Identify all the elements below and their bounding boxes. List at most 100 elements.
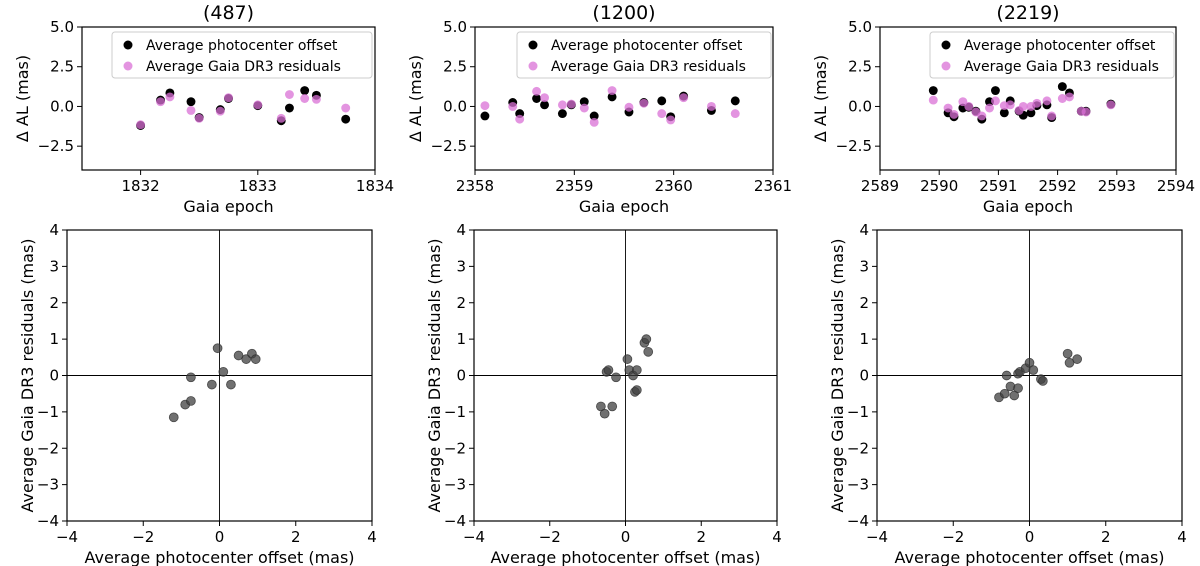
y-tick-label: −2 (444, 439, 466, 457)
x-tick-label: 2591 (979, 177, 1017, 195)
series-secondary (928, 92, 1116, 121)
data-point (207, 379, 217, 390)
data-point (1081, 107, 1091, 117)
data-point (156, 97, 165, 107)
data-point (1005, 100, 1015, 110)
chart-title: (2219) (996, 2, 1059, 24)
data-point (311, 94, 321, 104)
x-tick-label: 0 (621, 528, 631, 546)
x-tick-label: 2358 (456, 177, 494, 195)
y-tick-label: −4 (444, 512, 466, 530)
data-point (1057, 94, 1067, 103)
x-tick-label: 2594 (1157, 177, 1195, 195)
y-tick-label: −2.5 (431, 137, 467, 155)
x-tick-label: −2 (539, 528, 561, 546)
data-point (599, 408, 610, 419)
legend-marker (941, 61, 951, 71)
chart-title: (1200) (592, 2, 655, 24)
legend-marker (528, 40, 538, 50)
data-point (532, 86, 542, 96)
legend: Average photocenter offset Average Gaia D… (929, 31, 1175, 79)
data-point (284, 90, 294, 99)
series-primary (596, 334, 654, 419)
x-axis-label: Average photocenter offset (mas) (490, 548, 760, 566)
legend: Average photocenter offset Average Gaia D… (516, 31, 772, 79)
x-tick-label: 0 (215, 528, 225, 546)
data-point (999, 388, 1010, 399)
data-point (985, 103, 994, 113)
y-axis-label: Average Gaia DR3 residuals (mas) (828, 238, 847, 512)
y-axis-label: Δ AL (mas) (406, 55, 425, 142)
data-point (990, 86, 1000, 96)
y-tick-label: −1 (444, 403, 466, 421)
data-point (632, 365, 642, 375)
x-tick-label: 4 (367, 528, 377, 546)
data-point (1026, 108, 1036, 118)
x-tick-label: 2359 (555, 177, 593, 195)
x-tick-label: 2 (291, 528, 301, 546)
legend-label: Average Gaia DR3 residuals (146, 59, 341, 75)
y-tick-label: −4 (37, 512, 59, 530)
y-tick-label: 0 (456, 367, 466, 385)
data-point (186, 97, 196, 107)
legend-marker (528, 61, 538, 71)
x-axis-label: Average photocenter offset (mas) (894, 548, 1164, 566)
y-tick-label: −1 (37, 403, 59, 421)
x-tick-label: −2 (132, 528, 154, 546)
data-point (168, 412, 179, 423)
data-point (643, 347, 654, 357)
y-tick-label: 2 (456, 294, 466, 312)
data-point (341, 103, 351, 113)
data-point (284, 103, 294, 113)
data-point (1072, 354, 1083, 364)
legend-frame (929, 31, 1175, 79)
data-point (611, 372, 621, 383)
x-tick-label: −2 (942, 528, 964, 546)
data-point (1018, 101, 1028, 111)
x-tick-label: 0 (1025, 528, 1035, 546)
legend-label: Average photocenter offset (146, 38, 338, 54)
data-point (253, 100, 263, 110)
data-point (990, 96, 1000, 106)
data-point (557, 109, 567, 119)
data-point (480, 101, 490, 111)
data-point (194, 113, 204, 123)
data-point (540, 100, 549, 110)
chart-title: (487) (203, 2, 254, 24)
data-point (1037, 376, 1048, 386)
y-tick-label: 5.0 (50, 18, 74, 36)
data-point (186, 396, 196, 406)
data-point (632, 385, 642, 395)
y-tick-label: 2.5 (50, 58, 74, 76)
data-point (579, 97, 589, 107)
series-primary (136, 86, 351, 130)
y-tick-label: 1 (49, 330, 59, 348)
x-tick-label: 4 (1177, 528, 1187, 546)
y-tick-label: −1 (847, 403, 869, 421)
series-primary (168, 343, 261, 423)
y-axis-label: Δ AL (mas) (13, 55, 32, 142)
x-tick-label: −4 (866, 528, 888, 546)
data-point (186, 105, 196, 115)
y-tick-label: 2.5 (443, 58, 467, 76)
y-tick-label: −3 (444, 476, 466, 494)
legend-marker (123, 61, 133, 71)
data-point (226, 379, 236, 390)
data-point (706, 101, 716, 111)
legend-frame (111, 31, 373, 79)
legend-marker (123, 40, 133, 50)
data-point (949, 109, 959, 119)
data-point (1062, 348, 1073, 359)
y-tick-label: 0 (859, 367, 869, 385)
data-point (566, 99, 576, 109)
data-point (1001, 370, 1012, 381)
data-point (928, 86, 938, 96)
legend-label: Average Gaia DR3 residuals (551, 59, 746, 75)
data-point (250, 354, 261, 364)
data-point (579, 103, 589, 113)
panel-top-middle: 2358 2359 2360 2361 −2.5 0.0 2.5 5.0 Gaia epoch Δ… (406, 2, 792, 216)
y-tick-label: −2.5 (836, 137, 872, 155)
y-tick-label: 3 (49, 257, 59, 275)
data-point (641, 334, 652, 344)
data-point (540, 93, 549, 103)
